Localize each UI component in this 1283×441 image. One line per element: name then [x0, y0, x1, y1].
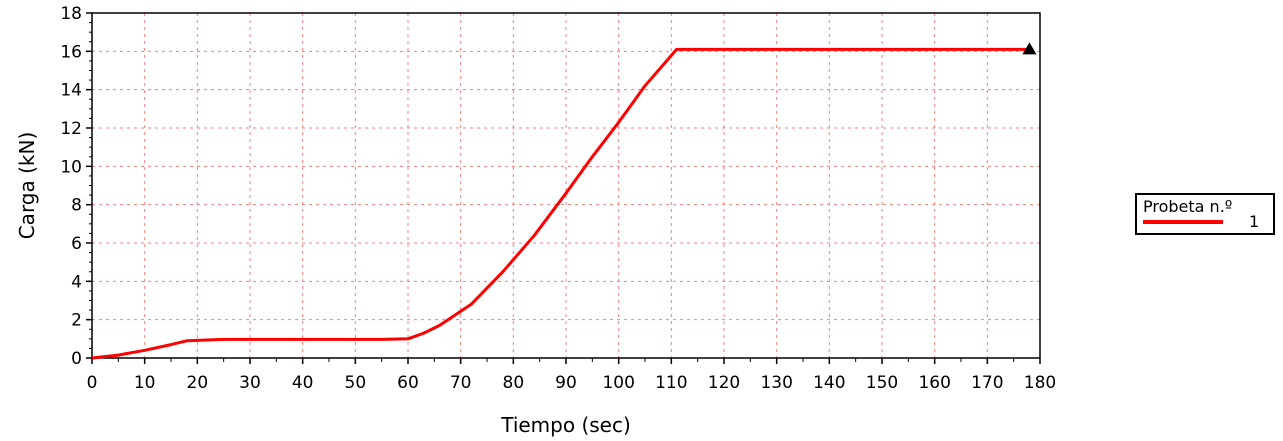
end-marker-triangle	[1022, 42, 1037, 55]
series-line-1	[91, 47, 1030, 360]
x-tick-label: 170	[971, 373, 1003, 393]
legend-title: Probeta n.º	[1143, 197, 1233, 216]
series-layer	[91, 42, 1037, 360]
grid-lines	[92, 13, 1040, 358]
x-tick-label: 10	[134, 373, 156, 393]
x-tick-label: 180	[1024, 373, 1056, 393]
x-tick-label: 130	[760, 373, 792, 393]
x-tick-label: 0	[87, 373, 98, 393]
y-axis-title: Carga (kN)	[15, 132, 39, 240]
tick-labels: 0 10 20 30 40 50 60 70 80 90 100 110 120 130 140 150 160…	[60, 4, 1056, 393]
x-tick-label: 140	[813, 373, 845, 393]
x-tick-label: 110	[655, 373, 687, 393]
x-tick-label: 120	[708, 373, 740, 393]
x-axis-title: Tiempo (sec)	[500, 413, 631, 437]
y-tick-label: 14	[60, 81, 82, 101]
x-tick-label: 60	[397, 373, 419, 393]
x-tick-label: 70	[450, 373, 472, 393]
axes	[86, 12, 1041, 364]
legend: Probeta n.º 1	[1135, 193, 1275, 235]
y-tick-label: 8	[71, 196, 82, 216]
y-tick-label: 2	[71, 311, 82, 331]
y-tick-label: 18	[60, 4, 82, 24]
x-tick-label: 90	[555, 373, 577, 393]
y-tick-label: 10	[60, 157, 82, 177]
x-tick-label: 100	[602, 373, 634, 393]
x-tick-label: 20	[187, 373, 209, 393]
legend-swatch	[1143, 220, 1223, 224]
y-tick-label: 4	[71, 272, 82, 292]
x-tick-label: 80	[503, 373, 525, 393]
x-tick-label: 50	[345, 373, 367, 393]
y-tick-label: 0	[71, 349, 82, 369]
x-tick-label: 30	[239, 373, 261, 393]
x-tick-label: 150	[866, 373, 898, 393]
y-tick-label: 6	[71, 234, 82, 254]
x-tick-label: 40	[292, 373, 314, 393]
y-tick-label: 12	[60, 119, 82, 139]
legend-series-label: 1	[1249, 212, 1260, 231]
y-tick-label: 16	[60, 42, 82, 62]
x-tick-label: 160	[918, 373, 950, 393]
